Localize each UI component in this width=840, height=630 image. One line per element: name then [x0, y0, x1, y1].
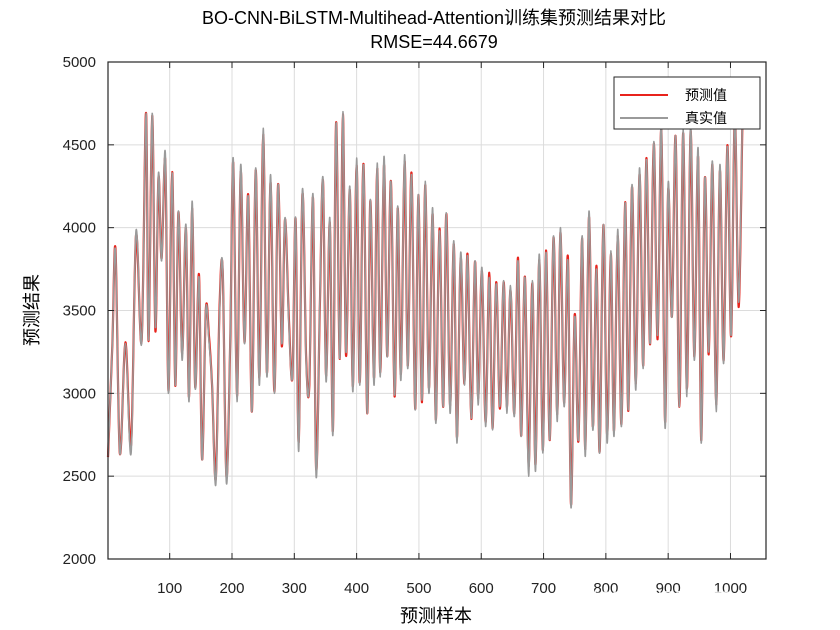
tick-layer: 100 200 300 400 500 600 700 800 900 1000 2000 2500 3…	[63, 54, 766, 597]
x-tick-label: 800	[593, 580, 618, 597]
chart-subtitle: RMSE=44.6679	[370, 32, 498, 52]
x-tick-label: 300	[282, 580, 307, 597]
x-tick-label: 500	[406, 580, 431, 597]
y-tick-label: 2500	[63, 468, 96, 485]
legend-label-predicted: 预测值	[685, 88, 727, 104]
x-tick-label: 900	[656, 580, 681, 597]
legend-box	[613, 76, 761, 130]
y-tick-label: 2000	[63, 551, 96, 568]
series-line-actual	[107, 110, 744, 509]
y-tick-label: 3500	[63, 303, 96, 320]
legend-label-actual: 真实值	[685, 111, 727, 127]
chart-title: BO-CNN-BiLSTM-Multihead-Attention训练集预测结果…	[202, 8, 666, 28]
watermark: 知乎 @机器学习之心	[592, 589, 769, 611]
x-tick-label: 400	[344, 580, 369, 597]
y-tick-label: 4000	[63, 220, 96, 237]
y-axis-label: 预测结果	[22, 274, 43, 346]
legend: 预测值 真实值	[613, 76, 761, 130]
x-axis-label: 预测样本	[400, 606, 472, 627]
y-tick-label: 5000	[63, 54, 96, 71]
y-tick-label: 3000	[63, 385, 96, 402]
series-layer	[106, 110, 744, 509]
x-tick-label: 200	[219, 580, 244, 597]
x-tick-label: 600	[469, 580, 494, 597]
x-tick-label: 700	[531, 580, 556, 597]
x-tick-label: 1000	[714, 580, 747, 597]
y-tick-label: 4500	[63, 137, 96, 154]
x-tick-label: 100	[157, 580, 182, 597]
